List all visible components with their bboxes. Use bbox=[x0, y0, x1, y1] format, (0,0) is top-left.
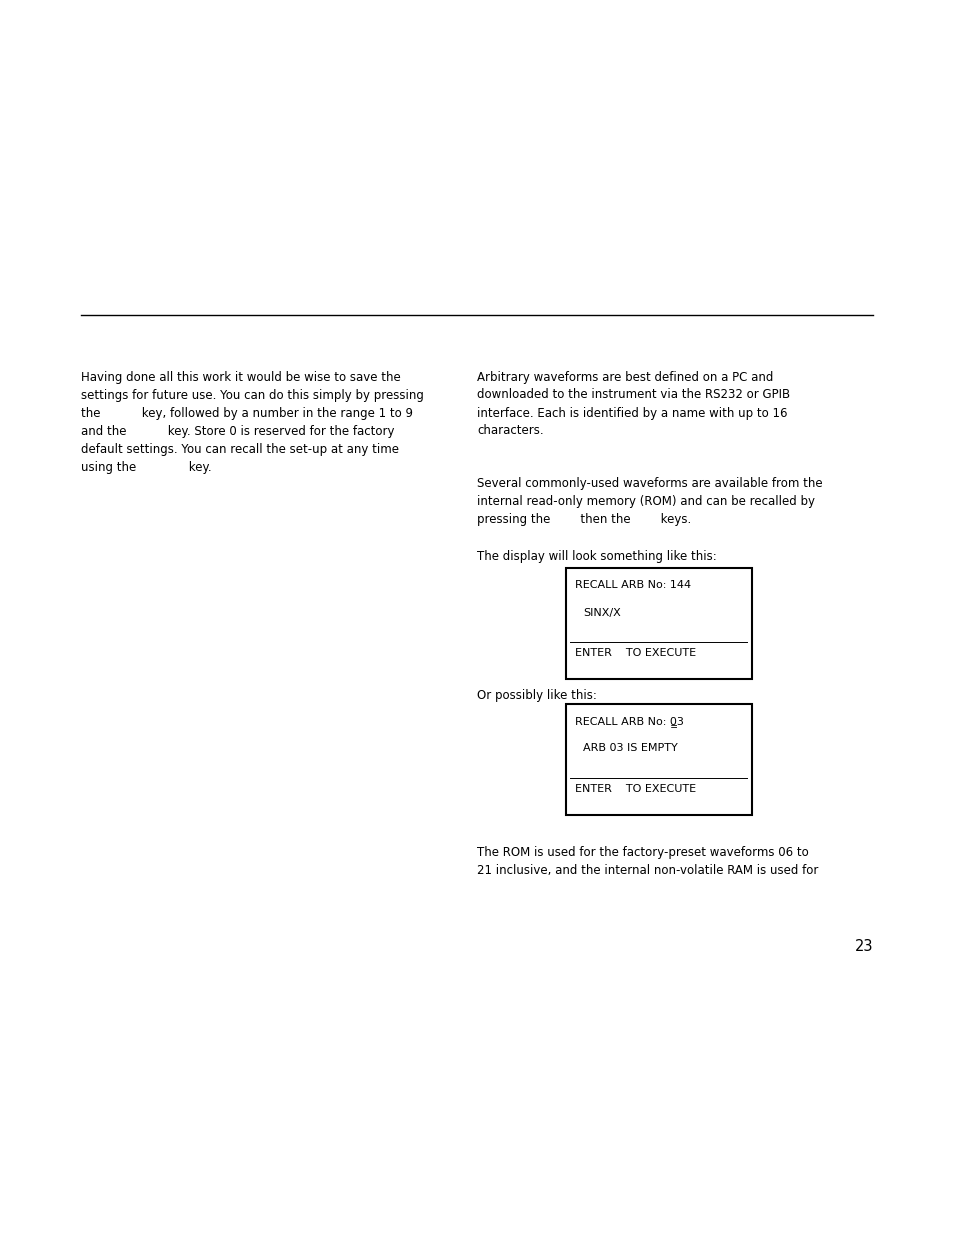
Text: RECALL ARB No: 0̳3: RECALL ARB No: 0̳3 bbox=[575, 716, 683, 727]
Text: 23: 23 bbox=[854, 939, 872, 953]
Text: SINX/X: SINX/X bbox=[582, 608, 620, 618]
FancyBboxPatch shape bbox=[565, 568, 751, 679]
Text: Several commonly-used waveforms are available from the
internal read-only memory: Several commonly-used waveforms are avai… bbox=[476, 477, 821, 526]
FancyBboxPatch shape bbox=[565, 704, 751, 815]
Text: ENTER    TO EXECUTE: ENTER TO EXECUTE bbox=[575, 648, 696, 658]
Text: ARB 03 IS EMPTY: ARB 03 IS EMPTY bbox=[582, 743, 677, 753]
Text: ENTER    TO EXECUTE: ENTER TO EXECUTE bbox=[575, 784, 696, 794]
Text: The display will look something like this:: The display will look something like thi… bbox=[476, 550, 716, 563]
Text: RECALL ARB No: 144: RECALL ARB No: 144 bbox=[575, 580, 691, 590]
Text: Or possibly like this:: Or possibly like this: bbox=[476, 689, 597, 703]
Text: Having done all this work it would be wise to save the
settings for future use. : Having done all this work it would be wi… bbox=[81, 370, 423, 473]
Text: Arbitrary waveforms are best defined on a PC and
downloaded to the instrument vi: Arbitrary waveforms are best defined on … bbox=[476, 370, 789, 437]
Text: The ROM is used for the factory-preset waveforms 06 to
21 inclusive, and the int: The ROM is used for the factory-preset w… bbox=[476, 846, 818, 877]
